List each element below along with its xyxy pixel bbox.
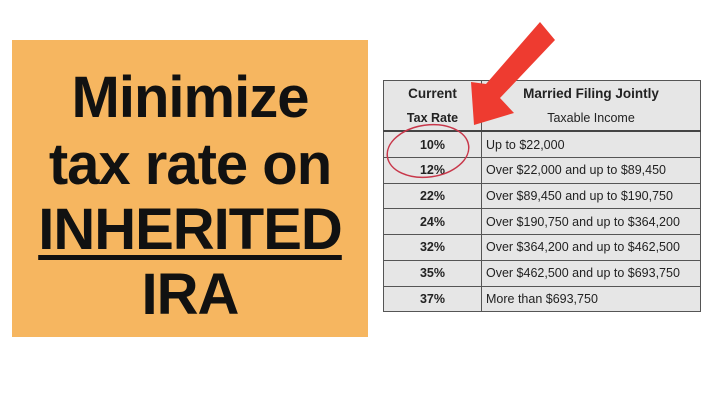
headline-line-1: Minimize [71,65,310,130]
income-range-cell: Over $462,500 and up to $693,750 [481,259,701,287]
header-taxable-income: Taxable Income [481,105,701,133]
header-tax-rate: Tax Rate [383,105,482,133]
table-row: 32% Over $364,200 and up to $462,500 [383,234,701,261]
headline-panel: Minimize tax rate on INHERITED IRA [12,40,368,337]
tax-rate-cell: 24% [383,208,482,236]
headline-line-3: INHERITED [38,197,343,262]
table-row: 10% Up to $22,000 [383,130,701,159]
headline-line-2: tax rate on [48,132,332,197]
header-current: Current [383,79,482,106]
table-row: 35% Over $462,500 and up to $693,750 [383,259,701,287]
header-married-filing-jointly: Married Filing Jointly [481,79,701,106]
income-range-cell: Over $89,450 and up to $190,750 [481,182,701,210]
table-subheader-row: Tax Rate Taxable Income [383,105,701,133]
headline-line-4: IRA [141,262,240,327]
table-header-row: Current Married Filing Jointly [383,79,701,106]
tax-bracket-table: Current Married Filing Jointly Tax Rate … [383,79,701,313]
tax-rate-cell: 32% [383,234,482,261]
arrow-icon [471,22,555,125]
table-row: 12% Over $22,000 and up to $89,450 [383,157,701,184]
table-row: 37% More than $693,750 [383,285,701,313]
income-range-cell: Up to $22,000 [481,130,701,159]
highlight-circle [386,123,470,179]
income-range-cell: More than $693,750 [481,285,701,313]
tax-rate-cell: 37% [383,285,482,313]
table-row: 22% Over $89,450 and up to $190,750 [383,182,701,210]
tax-rate-cell: 35% [383,259,482,287]
